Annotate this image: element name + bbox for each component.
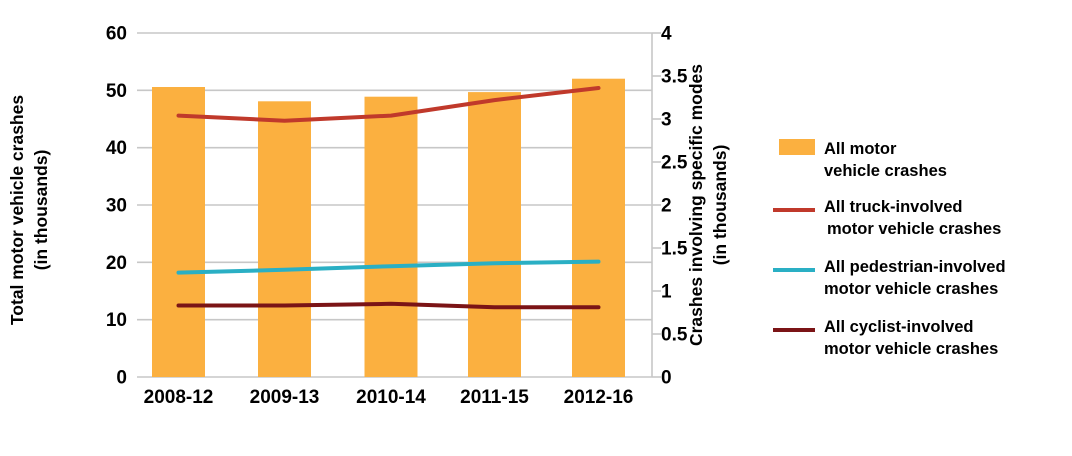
svg-text:Total motor vehicle crashes: Total motor vehicle crashes <box>7 95 27 325</box>
svg-text:2012-16: 2012-16 <box>564 387 634 408</box>
svg-text:2009-13: 2009-13 <box>250 387 320 408</box>
svg-text:3: 3 <box>661 110 672 131</box>
svg-text:Crashes involving specific mod: Crashes involving specific modes <box>686 64 706 346</box>
svg-text:0: 0 <box>116 368 127 389</box>
svg-text:10: 10 <box>106 310 127 331</box>
svg-text:2.5: 2.5 <box>661 153 688 174</box>
svg-text:vehicle crashes: vehicle crashes <box>824 162 947 180</box>
svg-text:motor vehicle crashes: motor vehicle crashes <box>824 280 998 298</box>
svg-text:20: 20 <box>106 253 127 274</box>
svg-text:All cyclist-involved: All cyclist-involved <box>824 318 973 336</box>
svg-text:0.5: 0.5 <box>661 325 688 346</box>
svg-text:(in thousands): (in thousands) <box>31 150 51 271</box>
svg-text:0: 0 <box>661 368 672 389</box>
svg-text:motor vehicle crashes: motor vehicle crashes <box>827 220 1001 238</box>
svg-text:50: 50 <box>106 81 127 102</box>
svg-text:30: 30 <box>106 196 127 217</box>
svg-text:All pedestrian-involved: All pedestrian-involved <box>824 258 1006 276</box>
svg-text:All truck-involved: All truck-involved <box>824 198 962 216</box>
svg-text:3.5: 3.5 <box>661 67 688 88</box>
svg-text:1: 1 <box>661 282 672 303</box>
svg-text:1.5: 1.5 <box>661 239 688 260</box>
svg-text:40: 40 <box>106 138 127 159</box>
svg-text:2008-12: 2008-12 <box>144 387 214 408</box>
svg-text:motor vehicle crashes: motor vehicle crashes <box>824 340 998 358</box>
svg-text:2: 2 <box>661 196 672 217</box>
svg-text:2010-14: 2010-14 <box>356 387 426 408</box>
svg-text:2011-15: 2011-15 <box>460 387 529 408</box>
svg-text:All motor: All motor <box>824 140 897 158</box>
svg-text:60: 60 <box>106 24 127 45</box>
svg-text:(in thousands): (in thousands) <box>710 145 730 266</box>
svg-text:4: 4 <box>661 24 672 45</box>
